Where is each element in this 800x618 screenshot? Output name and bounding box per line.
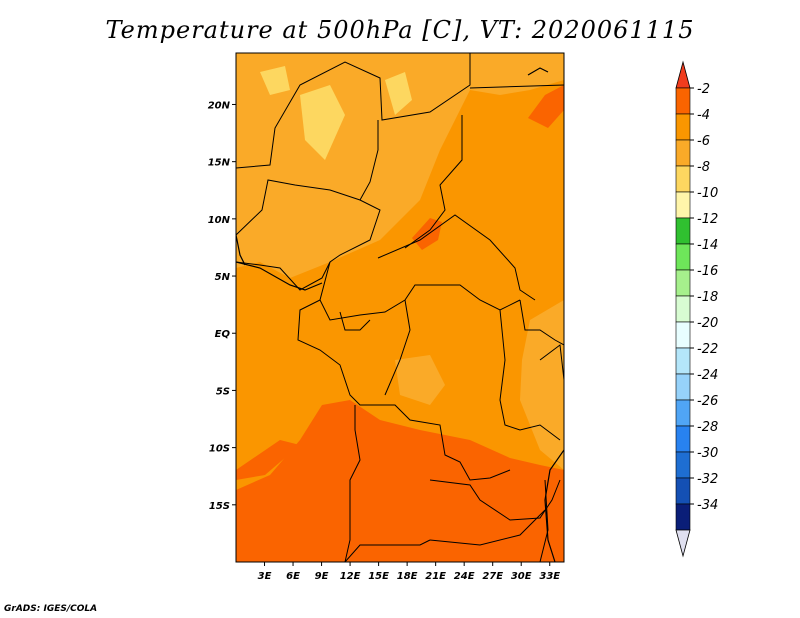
field-warm-band-south: [236, 400, 564, 562]
colorbar-swatch: [675, 243, 691, 271]
y-tick-label: 15N: [208, 158, 231, 169]
y-tick-label: 20N: [208, 100, 231, 111]
colorbar-swatch: [675, 113, 691, 141]
colorbar-label: -20: [697, 316, 718, 331]
x-tick-label: 9E: [315, 571, 329, 582]
x-tick-label: 12E: [340, 571, 361, 582]
colorbar-swatch: [675, 321, 691, 349]
y-tick-label: 5N: [215, 272, 231, 283]
colorbar-label: -22: [697, 342, 718, 357]
colorbar-label: -10: [697, 186, 718, 201]
colorbar-swatch: [675, 503, 691, 531]
colorbar-swatch: [675, 269, 691, 297]
colorbar-end-triangle-bottom: [675, 529, 691, 558]
colorbar-swatch: [675, 87, 691, 115]
colorbar-label: -6: [697, 134, 710, 149]
x-tick-label: 27E: [482, 571, 503, 582]
y-tick-label: 5S: [216, 386, 230, 397]
x-axis: 3E 6E 9E 12E 15E 18E 21E 24E 27E 30E 33E: [258, 562, 560, 582]
field-coldest-pocket-3: [260, 66, 290, 95]
field-cold-sahara: [236, 53, 470, 278]
colorbar-label: -28: [697, 420, 718, 435]
y-tick-label: 10N: [208, 215, 231, 226]
x-tick-label: 15E: [368, 571, 389, 582]
colorbar-label: -18: [697, 290, 718, 305]
colorbar-swatch: [675, 139, 691, 167]
colorbar-swatch: [675, 165, 691, 193]
field-warm-streak-sw: [236, 440, 300, 480]
colorbar-end-triangle-top: [675, 60, 691, 89]
field-cold-congo-pocket: [395, 355, 445, 405]
y-tick-label: 10S: [209, 444, 230, 455]
y-axis: 20N 15N 10N 5N EQ 5S 10S 15S: [208, 100, 236, 512]
field-warm-pocket-north: [528, 85, 564, 128]
colorbar-swatch: [675, 295, 691, 323]
colorbar-swatch: [675, 191, 691, 219]
colorbar-label: -34: [697, 498, 718, 513]
colorbar-label: -14: [697, 238, 718, 253]
colorbar-label: -16: [697, 264, 718, 279]
grads-credit: GrADS: IGES/COLA: [4, 604, 98, 614]
colorbar-swatch: [675, 477, 691, 505]
colorbar-label: -4: [697, 108, 710, 123]
x-tick-label: 18E: [397, 571, 418, 582]
colorbar-label: -32: [697, 472, 718, 487]
field-warm-pocket-chad: [412, 218, 442, 250]
colorbar-swatch: [675, 373, 691, 401]
colorbar: -2 -4 -6 -8 -10 -12 -14 -16 -18 -20 -22 -24 -26 -28 -3…: [675, 60, 718, 558]
field-coldest-pocket-1: [300, 85, 345, 160]
chart-title: Temperature at 500hPa [C], VT: 202006111…: [105, 16, 695, 44]
colorbar-swatch: [675, 217, 691, 245]
field-coldest-pocket-2: [385, 72, 412, 115]
x-tick-label: 3E: [258, 571, 272, 582]
colorbar-swatch: [675, 399, 691, 427]
x-tick-label: 21E: [425, 571, 446, 582]
x-tick-label: 30E: [511, 571, 532, 582]
field-cold-sahara-east: [470, 53, 564, 95]
y-tick-label: 15S: [209, 501, 230, 512]
x-tick-label: 33E: [539, 571, 560, 582]
x-tick-label: 24E: [454, 571, 475, 582]
colorbar-label: -26: [697, 394, 718, 409]
colorbar-label: -8: [697, 160, 710, 175]
y-tick-label: EQ: [215, 329, 231, 340]
coastline: [236, 67, 564, 562]
colorbar-swatch: [675, 425, 691, 453]
x-tick-label: 6E: [286, 571, 300, 582]
colorbar-label: -2: [697, 82, 710, 97]
colorbar-label: -12: [697, 212, 718, 227]
colorbar-label: -24: [697, 368, 718, 383]
map-plot-area: [236, 53, 564, 562]
colorbar-label: -30: [697, 446, 718, 461]
map-frame: [235, 52, 565, 563]
colorbar-swatch: [675, 451, 691, 479]
colorbar-swatch: [675, 347, 691, 375]
